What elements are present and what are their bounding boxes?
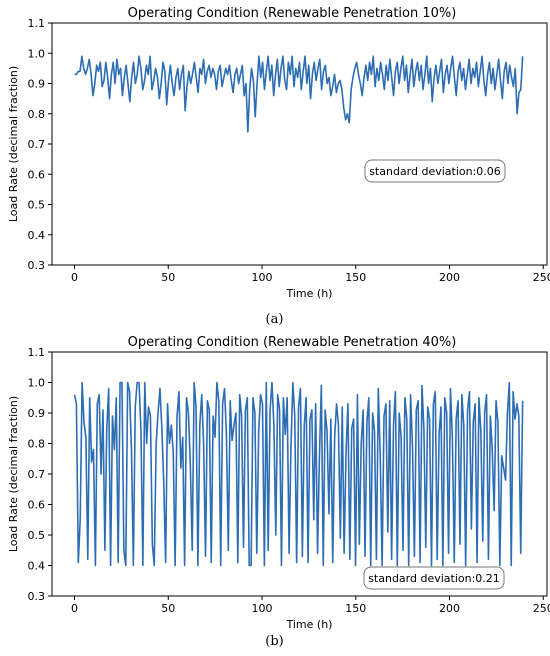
x-axis-label: Time (h) [286, 618, 333, 631]
y-tick-label: 1.1 [28, 346, 46, 359]
y-tick-label: 1.0 [28, 47, 46, 60]
load-rate-line [73, 381, 524, 567]
y-tick-label: 0.4 [28, 560, 46, 573]
y-tick-label: 0.9 [28, 78, 46, 91]
x-tick-label: 0 [71, 271, 78, 284]
chart-panel-a: Operating Condition (Renewable Penetrati… [7, 6, 550, 327]
annotation-box [363, 566, 505, 590]
x-tick-label: 50 [161, 271, 175, 284]
y-tick-label: 0.4 [28, 229, 46, 242]
x-axis-ticks: 0 50 100 150 200 250 [71, 265, 550, 284]
chart-panel-b: Operating Condition (Renewable Penetrati… [7, 335, 550, 649]
x-axis-label: Time (h) [286, 287, 333, 300]
y-axis-label: Load Rate (decimal fraction) [7, 66, 20, 222]
x-tick-label: 250 [533, 271, 550, 284]
y-axis-ticks: 0.3 0.4 0.5 0.6 0.7 0.8 0.9 1.0 1.1 [28, 17, 52, 272]
annotation-box [364, 159, 506, 183]
y-tick-label: 0.6 [28, 168, 46, 181]
x-tick-label: 150 [345, 271, 366, 284]
y-tick-label: 0.6 [28, 499, 46, 512]
y-tick-label: 0.3 [28, 259, 46, 272]
x-tick-label: 150 [345, 602, 366, 615]
y-tick-label: 0.5 [28, 529, 46, 542]
std-dev-annotation: standard deviation:0.06 [369, 165, 501, 178]
x-tick-label: 200 [439, 271, 460, 284]
x-tick-label: 100 [252, 602, 273, 615]
x-axis-ticks: 0 50 100 150 200 250 [71, 596, 550, 615]
y-axis-label: Load Rate (decimal fraction) [7, 396, 20, 552]
x-tick-label: 100 [252, 271, 273, 284]
y-tick-label: 0.3 [28, 590, 46, 603]
std-dev-annotation: standard deviation:0.21 [368, 572, 500, 585]
y-tick-label: 0.5 [28, 199, 46, 212]
x-tick-label: 50 [161, 602, 175, 615]
chart-title: Operating Condition (Renewable Penetrati… [128, 6, 457, 21]
y-tick-label: 0.7 [28, 468, 46, 481]
y-tick-label: 0.7 [28, 138, 46, 151]
chart-title: Operating Condition (Renewable Penetrati… [128, 335, 457, 350]
x-tick-label: 0 [71, 602, 78, 615]
y-axis-ticks: 0.3 0.4 0.5 0.6 0.7 0.8 0.9 1.0 1.1 [28, 346, 52, 603]
y-tick-label: 1.0 [28, 377, 46, 390]
y-tick-label: 1.1 [28, 17, 46, 30]
y-tick-label: 0.9 [28, 407, 46, 420]
load-rate-line [74, 55, 524, 133]
x-tick-label: 250 [533, 602, 550, 615]
y-tick-label: 0.8 [28, 108, 46, 121]
x-tick-label: 200 [439, 602, 460, 615]
y-tick-label: 0.8 [28, 438, 46, 451]
plot-frame [51, 22, 548, 266]
plot-frame [51, 351, 548, 597]
panel-caption: (b) [265, 634, 283, 649]
panel-caption: (a) [266, 312, 284, 327]
